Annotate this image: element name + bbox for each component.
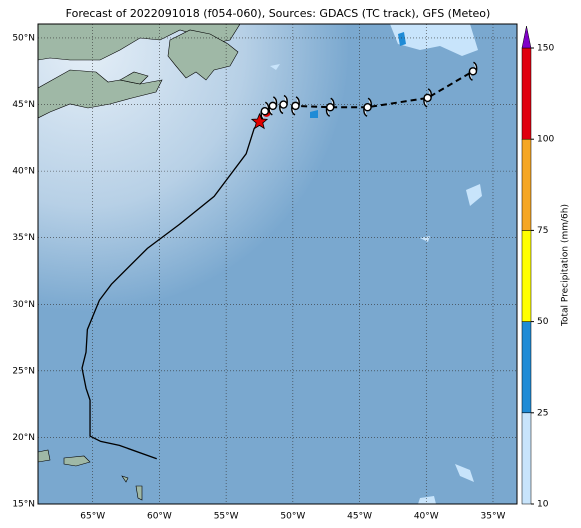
tracks [81,61,478,460]
map-frame [37,23,518,505]
x-tick-label: 35°W [481,512,506,522]
y-tick-label: 25°N [12,366,35,376]
x-tick-label: 45°W [347,512,372,522]
storm-symbol [363,97,372,117]
colorbar-segment [521,230,532,322]
y-tick-label: 35°N [12,233,35,243]
y-tick-label: 40°N [12,167,35,177]
land [38,24,241,501]
colorbar-extension [521,25,532,49]
current-position [250,112,269,130]
colorbar: 10 25 50 75 100 150 [521,25,554,510]
colorbar-segment [521,321,532,414]
precip-areas [270,24,482,504]
x-tick-label: 60°W [147,512,172,522]
colorbar-tick-label: 50 [537,317,549,327]
y-tick-label: 45°N [12,100,35,110]
colorbar-segment [521,138,532,231]
colorbar-tick-label: 150 [537,44,554,54]
storm-symbol [279,94,288,115]
map-title: Forecast of 2022091018 (f054-060), Sourc… [66,7,491,20]
x-tick-label: 55°W [214,512,239,522]
y-tick-label: 30°N [12,300,35,310]
colorbar-tick-label: 25 [537,408,548,418]
y-tick-label: 50°N [12,33,35,43]
colorbar-tick-label: 100 [537,135,554,145]
x-tick-label: 65°W [80,512,105,522]
storm-symbol [468,61,478,81]
x-tick-label: 40°W [414,512,439,522]
storm-symbol [423,88,432,108]
colorbar-tick-label: 75 [537,226,548,236]
colorbar-tick-label: 10 [537,500,549,510]
storm-symbol [325,97,335,117]
axis-labels: 65°W 60°W 55°W 50°W 45°W 40°W 35°W 15°N 20°N 25°N… [12,33,505,521]
cloud-cover [38,24,517,504]
y-tick-label: 15°N [12,500,35,510]
grid [38,24,517,504]
colorbar-segment [521,47,532,140]
past-track [81,121,260,460]
storm-symbol [260,101,270,121]
precip-heavy [310,32,406,118]
colorbar-label: Total Precipitation (mm/6h) [561,204,571,327]
y-tick-label: 20°N [12,433,35,443]
map-area [38,24,517,504]
storm-symbol [291,96,300,116]
x-tick-label: 50°W [280,512,305,522]
colorbar-segment [521,412,532,505]
storm-symbol [268,96,278,116]
